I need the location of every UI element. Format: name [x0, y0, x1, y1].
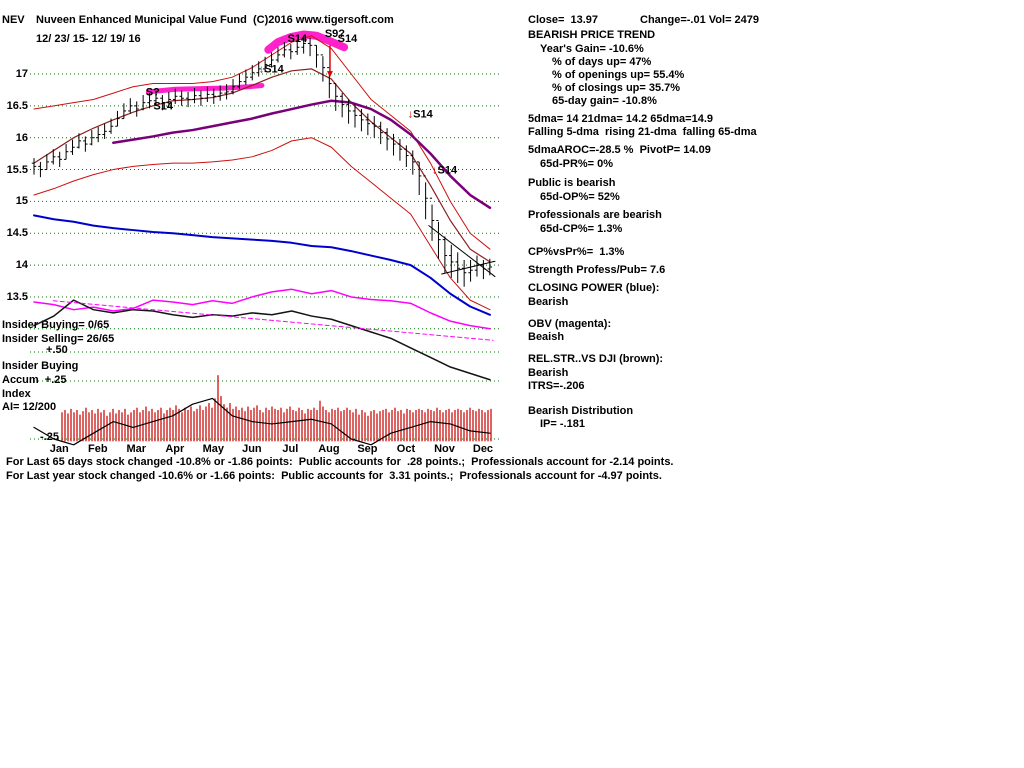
month-label: Feb: [87, 443, 108, 455]
panel-line: Public is bearish: [528, 177, 616, 189]
month-label: Apr: [165, 443, 185, 455]
y-axis-label: 14.5: [6, 227, 28, 240]
month-label: Mar: [126, 443, 147, 455]
left-label: -.25: [40, 431, 59, 443]
month-label: Aug: [318, 443, 340, 455]
panel-line: Professionals are bearish: [528, 209, 662, 221]
month-label: Jan: [49, 443, 69, 455]
panel-line: BEARISH PRICE TREND: [528, 29, 656, 41]
panel-line: % of openings up= 55.4%: [552, 69, 685, 81]
signal-label: S?: [146, 87, 160, 99]
month-label: May: [202, 443, 225, 455]
panel-line: 65-day gain= -10.8%: [552, 95, 657, 107]
y-axis-label: 15: [15, 195, 28, 208]
footer-line-2: For Last year stock changed -10.6% or -1…: [6, 470, 662, 482]
y-axis-label: 14: [15, 259, 28, 272]
panel-line: 5dmaAROC=-28.5 % PivotP= 14.09: [528, 144, 711, 156]
month-label: Sep: [357, 443, 378, 455]
panel-line: % of closings up= 35.7%: [552, 82, 681, 94]
footer-line-1: For Last 65 days stock changed -10.8% or…: [6, 456, 674, 468]
month-label: Jul: [282, 443, 299, 455]
panel-line: Bearish: [528, 296, 569, 308]
signal-label: S14: [338, 33, 358, 45]
left-label: Accum +.25: [2, 374, 67, 386]
y-axis-label: 16: [15, 131, 28, 144]
left-label: Insider Buying= 0/65: [2, 319, 110, 331]
signal-label: S9?: [325, 28, 345, 40]
month-label: Dec: [472, 443, 494, 455]
panel-line: CLOSING POWER (blue):: [528, 282, 660, 294]
panel-line: % of days up= 47%: [552, 56, 652, 68]
left-label: Insider Selling= 26/65: [2, 333, 115, 345]
panel-line: Bearish Distribution: [528, 405, 634, 417]
panel-line: ITRS=-.206: [528, 380, 585, 392]
close-value: Close= 13.97: [528, 14, 599, 26]
panel-line: IP= -.181: [540, 418, 585, 430]
panel-line: OBV (magenta):: [528, 318, 612, 330]
change-volume: Change=-.01 Vol= 2479: [640, 14, 760, 26]
month-label: Nov: [434, 443, 455, 455]
month-label: Jun: [242, 443, 262, 455]
y-axis-label: 13.5: [6, 290, 28, 303]
y-axis-label: 17: [15, 68, 28, 80]
signal-label: S14: [288, 33, 308, 45]
panel-line: CP%vsPr%= 1.3%: [528, 246, 625, 258]
panel-line: Beaish: [528, 331, 565, 343]
panel-line: Year's Gain= -10.6%: [540, 43, 644, 55]
month-label: Oct: [396, 443, 416, 455]
panel-line: 65d-OP%= 52%: [540, 191, 620, 203]
left-label: AI= 12/200: [2, 401, 57, 413]
left-label: Insider Buying: [2, 360, 79, 372]
y-axis-label: 16.5: [6, 99, 28, 112]
panel-line: 65d-CP%= 1.3%: [540, 223, 623, 235]
signal-label: ↓S14: [432, 164, 458, 176]
y-axis-label: 15.5: [6, 163, 28, 176]
ticker-symbol: NEV: [2, 14, 25, 26]
left-label: Index: [2, 388, 31, 400]
panel-line: 65d-PR%= 0%: [540, 158, 614, 170]
panel-line: Strength Profess/Pub= 7.6: [528, 264, 666, 276]
date-range: 12/ 23/ 15- 12/ 19/ 16: [36, 33, 141, 45]
panel-line: REL.STR..VS DJI (brown):: [528, 353, 664, 365]
chart-title: Nuveen Enhanced Municipal Value Fund (C)…: [36, 14, 394, 26]
signal-label: ↓S14: [259, 64, 285, 76]
signal-label: S14: [153, 101, 173, 113]
panel-line: 5dma= 14 21dma= 14.2 65dma=14.9: [528, 113, 713, 125]
panel-line: Bearish: [528, 367, 569, 379]
panel-line: Falling 5-dma rising 21-dma falling 65-d…: [528, 126, 757, 138]
signal-label: ↓S14: [408, 108, 434, 120]
left-label: +.50: [46, 344, 68, 356]
